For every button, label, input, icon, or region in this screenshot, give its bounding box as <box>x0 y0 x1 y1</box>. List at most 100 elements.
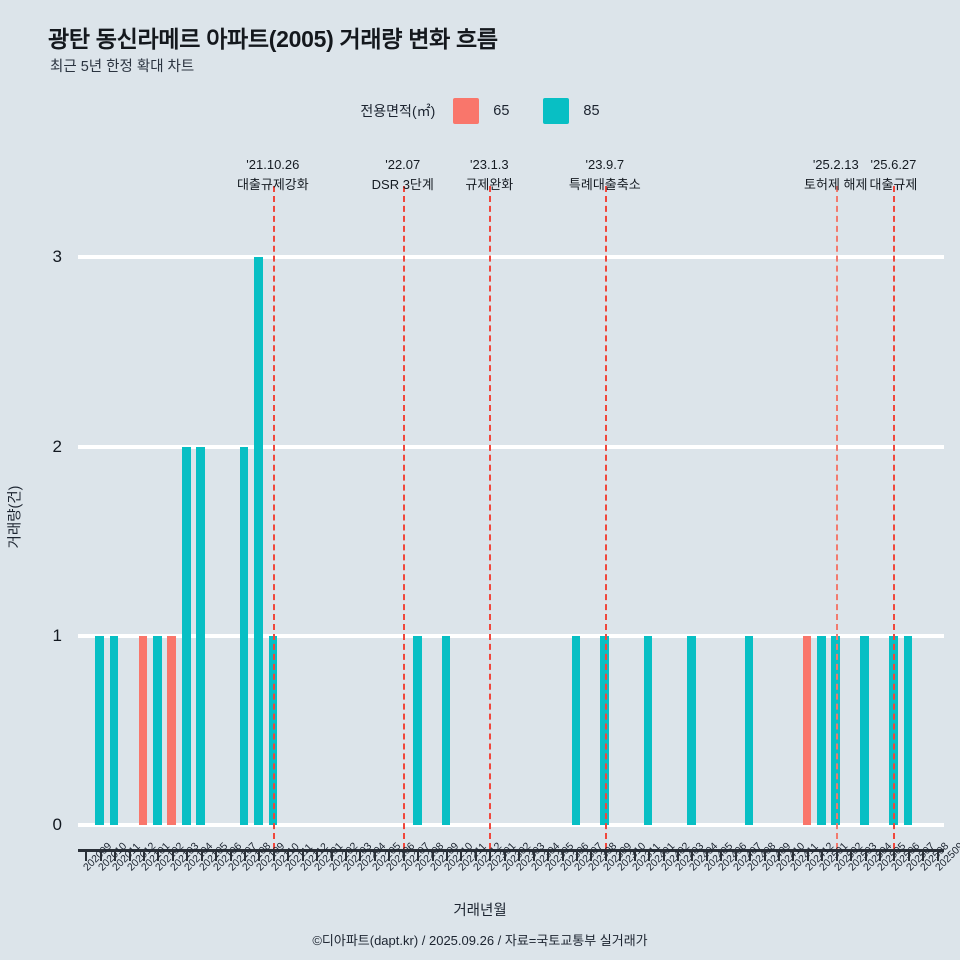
x-tick <box>633 849 636 861</box>
x-tick <box>503 849 506 861</box>
event-marker-line <box>893 186 896 849</box>
bar-85 <box>254 257 263 825</box>
x-tick <box>171 849 174 861</box>
x-tick <box>619 849 622 861</box>
chart-legend: 전용면적(㎡) 65 85 <box>0 98 960 124</box>
x-tick <box>922 849 925 861</box>
event-date: '23.1.3 <box>470 157 509 172</box>
x-tick <box>547 849 550 861</box>
x-tick <box>806 849 809 861</box>
y-tick-label: 0 <box>52 815 62 834</box>
x-tick <box>821 849 824 861</box>
x-tick <box>749 849 752 861</box>
x-tick <box>85 849 88 861</box>
x-tick <box>720 849 723 861</box>
event-annotation: '23.9.7 특례대출축소 <box>569 155 641 195</box>
bar-85 <box>239 446 249 825</box>
x-tick <box>186 849 189 861</box>
event-date: '23.9.7 <box>585 157 625 172</box>
legend-title: 전용면적(㎡) <box>360 103 436 119</box>
event-annotation: '25.2.13 토허제 해제 <box>804 155 867 195</box>
x-tick <box>893 849 896 861</box>
x-tick <box>489 849 492 861</box>
x-tick <box>676 849 679 861</box>
x-tick <box>287 849 290 861</box>
event-label: 규제완화 <box>465 177 514 193</box>
x-tick <box>431 849 434 861</box>
x-tick <box>200 849 203 861</box>
event-marker-line <box>272 186 275 849</box>
bar-85 <box>744 635 754 825</box>
x-tick <box>532 849 535 861</box>
x-tick <box>590 849 593 861</box>
y-axis-title: 거래량(건) <box>7 485 24 549</box>
x-tick <box>604 849 607 861</box>
x-tick <box>243 849 246 861</box>
x-tick <box>879 849 882 861</box>
x-tick <box>229 849 232 861</box>
x-tick <box>705 849 708 861</box>
x-tick <box>157 849 160 861</box>
x-tick <box>691 849 694 861</box>
y-tick-label: 1 <box>52 625 62 645</box>
x-tick <box>359 849 362 861</box>
gridline <box>78 255 944 260</box>
x-tick <box>114 849 117 861</box>
event-annotation: '25.6.27 대출규제 <box>870 155 918 195</box>
event-annotation: '23.1.3 규제완화 <box>465 155 513 195</box>
gridline <box>78 823 944 827</box>
x-tick <box>575 849 578 861</box>
x-tick <box>474 849 477 861</box>
x-tick <box>373 849 376 861</box>
legend-swatch-85 <box>543 98 570 124</box>
legend-label-65: 65 <box>493 103 510 119</box>
bar-85 <box>860 635 869 825</box>
event-marker-line <box>402 186 405 849</box>
x-tick <box>662 849 665 861</box>
event-annotation: '21.10.26 대출규제강화 <box>237 155 309 195</box>
event-date: '25.2.13 <box>812 157 859 172</box>
x-tick <box>734 849 737 861</box>
y-tick-label: 3 <box>52 247 62 267</box>
x-tick <box>417 849 420 861</box>
bar-65 <box>802 635 812 825</box>
x-tick <box>460 849 463 861</box>
page-subtitle: 최근 5년 한정 확대 차트 <box>50 59 195 75</box>
bar-65 <box>138 635 148 825</box>
x-tick <box>272 849 275 861</box>
event-date: '22.07 <box>385 157 421 172</box>
gridline <box>78 633 944 638</box>
x-tick <box>835 849 838 861</box>
x-tick <box>561 849 564 861</box>
bar-85 <box>687 635 696 825</box>
bar-65 <box>167 635 177 825</box>
x-tick <box>446 849 449 861</box>
event-date: '25.6.27 <box>870 157 917 172</box>
plot-area: 0 1 2 3 <box>53 186 944 849</box>
event-label: 대출규제강화 <box>236 177 309 193</box>
x-tick <box>215 849 218 861</box>
x-tick <box>128 849 131 861</box>
event-annotation: '22.07 DSR 3단계 <box>372 155 434 195</box>
x-tick <box>258 849 261 861</box>
bar-85 <box>196 446 205 825</box>
event-label: 특례대출축소 <box>568 177 641 193</box>
x-tick <box>316 849 319 861</box>
x-tick <box>792 849 795 861</box>
bar-85 <box>109 635 119 825</box>
bar-85 <box>95 635 104 825</box>
legend-label-85: 85 <box>583 103 600 119</box>
event-label: DSR 3단계 <box>371 177 434 193</box>
event-marker-line <box>835 186 838 849</box>
bar-85 <box>571 635 581 825</box>
bar-85 <box>181 446 191 825</box>
bar-85 <box>412 635 422 825</box>
bar-85 <box>643 635 653 825</box>
event-marker-line <box>489 186 492 849</box>
x-tick <box>99 849 102 861</box>
x-axis-title: 거래년월 <box>453 903 507 919</box>
bar-85 <box>831 635 841 825</box>
x-tick <box>388 849 391 861</box>
x-tick <box>936 849 939 861</box>
x-tick <box>763 849 766 861</box>
